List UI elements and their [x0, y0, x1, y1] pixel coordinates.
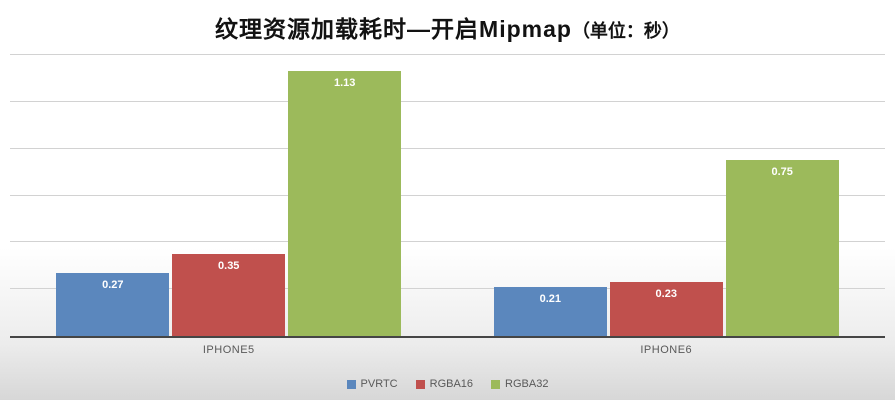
chart-title-suffix: （单位：秒）: [571, 21, 680, 41]
legend-swatch-rgba16: [415, 379, 425, 389]
gridline: [10, 100, 885, 102]
legend-label: RGBA16: [429, 378, 474, 390]
x-axis-label-iphone5: IPHONE5: [202, 344, 255, 356]
bar-value-label: 0.75: [771, 166, 793, 179]
bar-rgba16-iphone6: 0.23: [609, 282, 723, 336]
gridline: [10, 194, 885, 196]
chart-title: 纹理资源加载耗时—开启Mipmap（单位：秒）: [0, 10, 895, 44]
bar-value-label: 0.23: [655, 288, 677, 301]
plot-area: IPHONE5 0.27 0.35 1.13 IPHONE6 0.21 0.23 0.75: [10, 54, 885, 356]
x-axis-label-iphone6: IPHONE6: [640, 344, 693, 356]
bar-value-label: 0.21: [539, 292, 562, 305]
legend-swatch-pvrtc: [346, 379, 356, 389]
legend-label: PVRTC: [360, 378, 398, 390]
bar-pvrtc-iphone5: 0.27: [56, 272, 170, 336]
bar-rgba16-iphone5: 0.35: [172, 254, 286, 336]
legend: PVRTC RGBA16 RGBA32: [0, 378, 895, 390]
bar-value-label: 0.27: [102, 278, 124, 291]
legend-label: RGBA32: [505, 378, 549, 390]
legend-item-rgba16: RGBA16: [415, 378, 474, 390]
bar-rgba32-iphone6: 0.75: [725, 160, 839, 336]
bar-rgba32-iphone5: 1.13: [288, 71, 402, 336]
chart-title-main: 纹理资源加载耗时—开启Mipmap: [215, 16, 572, 42]
bar-value-label: 0.35: [218, 260, 240, 273]
legend-swatch-rgba32: [491, 379, 501, 389]
legend-item-rgba32: RGBA32: [491, 378, 548, 390]
bar-pvrtc-iphone6: 0.21: [493, 286, 607, 336]
legend-item-pvrtc: PVRTC: [346, 378, 398, 390]
gridline: [10, 241, 885, 243]
bar-value-label: 1.13: [333, 77, 356, 90]
gridline: [10, 54, 885, 55]
gridline: [10, 288, 885, 290]
gridline: [10, 147, 885, 149]
